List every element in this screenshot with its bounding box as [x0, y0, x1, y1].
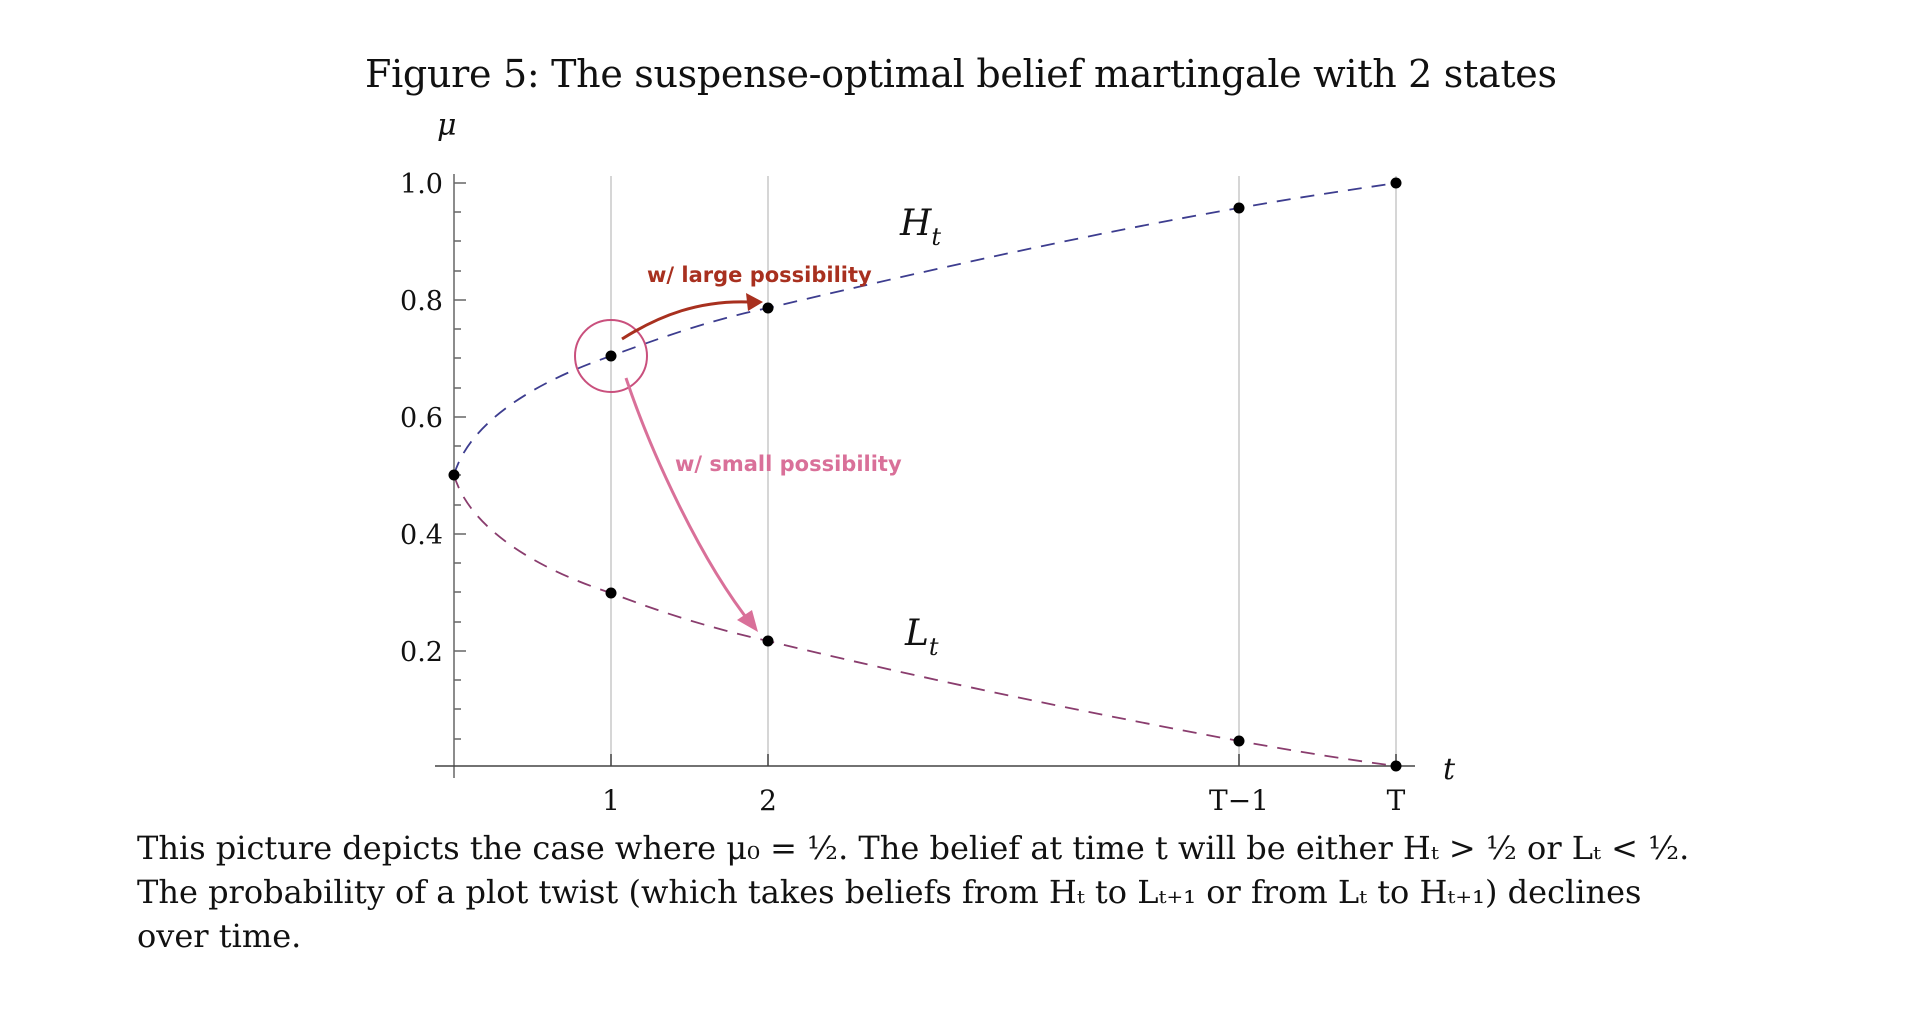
y-tick-1.0: 1.0 — [400, 169, 443, 200]
x-axis — [435, 754, 1415, 767]
small-arrow-head — [737, 610, 758, 632]
x-axis-label: t — [1443, 752, 1456, 787]
caption-line-3: over time. — [137, 917, 302, 955]
x-tick-labels: 1 2 T−1 T — [602, 784, 1406, 817]
x-tick-2: 2 — [759, 784, 777, 817]
x-tick-T-1: T−1 — [1209, 784, 1269, 817]
L-curve-label: Lt — [904, 613, 939, 661]
y-tick-0.8: 0.8 — [400, 286, 443, 317]
large-possibility-arrow — [621, 300, 751, 341]
y-tick-labels: 1.0 0.8 0.6 0.4 0.2 — [400, 169, 443, 668]
figure-title: Figure 5: The suspense-optimal belief ma… — [365, 52, 1557, 96]
H-curve-label: Ht — [899, 203, 941, 251]
caption-line-2: The probability of a plot twist (which t… — [137, 873, 1642, 911]
small-possibility-arrow — [624, 377, 754, 626]
caption-line-1: This picture depicts the case where μ₀ =… — [137, 829, 1690, 867]
figure-caption: This picture depicts the case where μ₀ =… — [137, 826, 1757, 958]
y-tick-0.6: 0.6 — [400, 403, 443, 434]
y-tick-0.4: 0.4 — [400, 520, 443, 551]
y-axis-label: μ — [437, 108, 457, 143]
large-arrow-head — [746, 293, 763, 311]
y-tick-0.2: 0.2 — [400, 637, 443, 668]
gridlines — [610, 176, 1397, 766]
large-possibility-label: w/ large possibility — [647, 263, 872, 287]
highlight-circle — [574, 319, 648, 393]
small-possibility-label: w/ small possibility — [675, 452, 902, 476]
data-points — [448, 177, 1402, 772]
x-tick-1: 1 — [602, 784, 620, 817]
x-tick-T: T — [1387, 784, 1406, 817]
